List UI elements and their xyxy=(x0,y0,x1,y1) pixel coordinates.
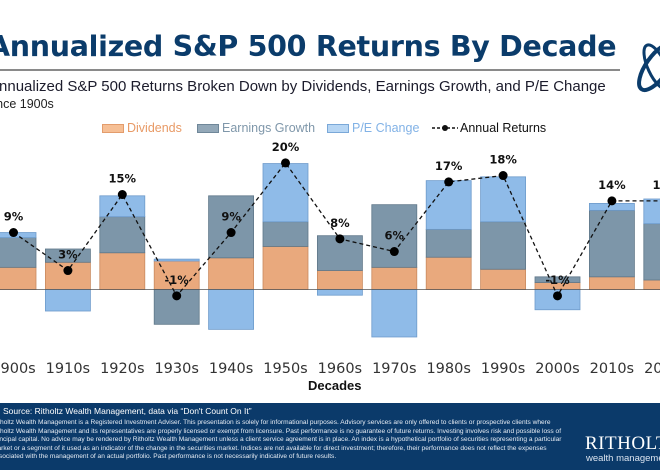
legend-pe: P/E Change xyxy=(327,120,419,136)
source-note: Source: Ritholtz Wealth Management, data… xyxy=(3,406,252,416)
dividends-bar xyxy=(480,268,527,290)
pe-change-bar xyxy=(480,176,527,223)
annual-return-point xyxy=(335,234,345,244)
earnings-growth-bar xyxy=(425,228,472,258)
earnings-growth-bar xyxy=(643,223,660,281)
x-tick-label: 1980s xyxy=(426,361,471,377)
pe-change-bar xyxy=(316,289,363,296)
annual-return-point xyxy=(444,177,454,187)
dividends-bar xyxy=(262,246,309,290)
annual-return-label: 9% xyxy=(4,210,24,224)
dividends-bar xyxy=(99,252,146,290)
pe-change-bar xyxy=(425,180,472,230)
pe-change-bar xyxy=(0,232,37,238)
earnings-growth-bar xyxy=(371,204,418,268)
dividends-bar xyxy=(0,266,37,290)
annual-return-label: 18% xyxy=(489,153,517,167)
x-tick-label: 1920s xyxy=(100,361,145,377)
x-tick-label: 1910s xyxy=(45,361,91,377)
earnings-growth-bar xyxy=(589,209,635,278)
dividends-bar xyxy=(425,256,472,290)
x-tick-label: 1950s xyxy=(263,361,308,377)
annual-return-label: 3% xyxy=(58,248,78,262)
earnings-growth-bar xyxy=(45,248,91,263)
pe-change-bar xyxy=(643,198,660,225)
legend-earnings: Earnings Growth xyxy=(197,120,315,136)
x-tick-label: 1930s xyxy=(154,361,199,377)
dividends-swatch xyxy=(102,123,124,133)
annual-return-label: 20% xyxy=(272,140,300,154)
annual-return-point xyxy=(9,228,18,238)
disclaimer: Ritholtz Wealth Management is a Register… xyxy=(0,419,562,461)
chart-note: Since 1900s xyxy=(0,97,54,111)
brand-tagline: wealth management xyxy=(586,453,660,464)
x-axis-title: Decades xyxy=(308,378,362,393)
annual-return-label: 15% xyxy=(109,172,137,186)
legend-label: Dividends xyxy=(127,121,182,135)
annual-return-point xyxy=(281,158,290,168)
earnings-growth-bar xyxy=(534,276,581,283)
x-tick-label: 1990s xyxy=(480,361,526,377)
annual-return-label: 9% xyxy=(221,210,241,224)
x-tick-label: 2010s xyxy=(589,361,635,377)
earnings-growth-bar xyxy=(262,221,309,247)
earnings-growth-bar xyxy=(480,221,527,270)
dividends-bar xyxy=(316,270,363,290)
earnings-growth-bar xyxy=(208,195,255,259)
annual-return-point xyxy=(172,291,182,301)
dividends-bar xyxy=(643,279,660,290)
pe-change-bar xyxy=(153,258,200,262)
x-tick-label: 1940s xyxy=(208,361,254,377)
pe-change-bar xyxy=(262,163,309,223)
annual-return-point xyxy=(226,228,236,238)
legend-label: Earnings Growth xyxy=(222,121,316,135)
line-swatch xyxy=(432,125,458,131)
annual-return-point xyxy=(117,190,127,200)
pe-swatch xyxy=(327,123,349,133)
dividends-bar xyxy=(589,276,635,290)
annual-return-point xyxy=(63,266,73,276)
footer: Source: Ritholtz Wealth Management, data… xyxy=(0,403,660,470)
legend-dividends: Dividends xyxy=(102,120,182,136)
dividends-bar xyxy=(208,257,255,290)
x-tick-label: 1900s xyxy=(0,361,36,377)
dividends-bar xyxy=(371,266,418,290)
earnings-growth-bar xyxy=(0,237,37,268)
annual-return-point xyxy=(389,247,399,257)
brand-logo: RITHOLTZ xyxy=(585,433,660,454)
annual-return-label: 8% xyxy=(330,216,350,230)
pe-change-bar xyxy=(371,289,418,338)
title-divider xyxy=(0,69,620,71)
chart-plot: 9% 3% 15% -1% 9% 20% 8% 6% 17% 18% -1% 14% 14% xyxy=(0,140,660,338)
annual-return-label: 14% xyxy=(598,178,626,192)
earnings-swatch xyxy=(197,123,219,133)
page-title: Annualized S&P 500 Returns By Decade xyxy=(0,30,617,63)
pe-change-bar xyxy=(208,289,255,330)
x-tick-label: 2000s xyxy=(535,361,580,377)
legend-annual-returns: Annual Returns xyxy=(432,120,546,136)
earnings-growth-bar xyxy=(99,216,146,254)
annual-return-point xyxy=(607,196,617,206)
x-tick-label: 2020s xyxy=(644,361,660,377)
legend-label: P/E Change xyxy=(352,121,420,135)
x-tick-label: 1960s xyxy=(317,361,363,377)
annual-return-label: -1% xyxy=(165,273,190,287)
legend-label: Annual Returns xyxy=(460,121,547,135)
annual-return-label: 6% xyxy=(385,229,405,243)
annual-return-label: 17% xyxy=(435,159,463,173)
x-tick-label: 1970s xyxy=(372,361,417,377)
chart-subtitle: Annualized S&P 500 Returns Broken Down b… xyxy=(0,78,606,95)
logo-icon xyxy=(637,42,660,92)
annual-return-point xyxy=(553,291,562,301)
annual-return-point xyxy=(498,171,508,181)
pe-change-bar xyxy=(45,289,91,312)
annual-return-label: -1% xyxy=(545,273,570,287)
annual-return-label: 14% xyxy=(653,178,660,192)
